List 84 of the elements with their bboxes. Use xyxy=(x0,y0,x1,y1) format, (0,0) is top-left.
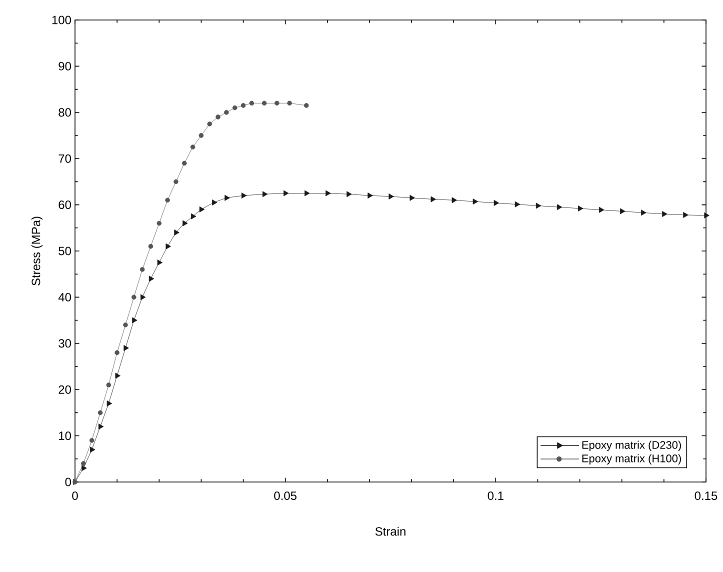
point xyxy=(304,190,310,196)
point xyxy=(249,100,254,106)
point xyxy=(199,206,205,212)
y-tick-label: 30 xyxy=(58,339,72,348)
point xyxy=(262,100,267,106)
point xyxy=(494,200,500,206)
point xyxy=(89,438,94,443)
x-tick-label: 0 xyxy=(72,492,78,500)
point xyxy=(346,191,352,198)
point xyxy=(224,194,230,201)
point xyxy=(165,198,170,203)
x-tick-label: 0.05 xyxy=(274,492,296,500)
x-axis-title: Strain xyxy=(375,526,406,536)
y-axis-title: Stress (MPa) xyxy=(31,216,43,286)
point xyxy=(224,110,229,115)
point xyxy=(578,206,584,212)
point xyxy=(115,372,120,379)
x-tick-label: 0.15 xyxy=(694,492,718,500)
point xyxy=(156,220,162,226)
point xyxy=(599,206,604,213)
y-tick-label: 20 xyxy=(58,385,72,394)
point xyxy=(212,200,218,206)
point xyxy=(106,382,112,388)
legend-label: Epoxy matrix (D230) xyxy=(582,440,681,452)
point xyxy=(132,294,136,300)
point xyxy=(132,317,138,324)
y-tick-label: 10 xyxy=(59,432,72,440)
point xyxy=(388,194,394,200)
y-tick-label: 100 xyxy=(52,16,72,24)
point xyxy=(232,105,238,110)
point xyxy=(641,210,646,216)
point xyxy=(90,446,96,453)
point xyxy=(514,201,520,208)
point xyxy=(198,133,204,138)
point xyxy=(662,211,668,217)
point xyxy=(106,400,112,406)
point xyxy=(174,179,178,184)
point xyxy=(98,410,103,416)
point xyxy=(452,197,457,204)
y-tick-label: 60 xyxy=(58,200,72,210)
point xyxy=(704,212,710,218)
y-tick-label: 40 xyxy=(58,292,72,302)
y-tick-label: 70 xyxy=(58,154,72,163)
point xyxy=(472,198,478,205)
point xyxy=(140,267,145,272)
point xyxy=(81,461,86,466)
point xyxy=(174,230,180,236)
point xyxy=(430,196,436,202)
point xyxy=(148,276,154,282)
point xyxy=(182,160,187,166)
y-tick-label: 90 xyxy=(58,62,72,70)
point xyxy=(190,144,196,150)
point xyxy=(190,213,196,220)
point xyxy=(207,122,212,126)
legend-label: Epoxy matrix (H100) xyxy=(582,454,681,464)
point xyxy=(114,350,120,356)
point xyxy=(683,212,688,218)
point xyxy=(536,202,542,209)
point xyxy=(326,190,331,196)
point xyxy=(140,294,146,300)
point xyxy=(274,100,280,106)
y-tick-label: 50 xyxy=(58,246,72,256)
y-tick-label: 0 xyxy=(65,478,72,486)
point xyxy=(262,191,268,198)
point xyxy=(410,194,415,201)
point xyxy=(166,243,171,250)
point xyxy=(82,465,87,472)
point xyxy=(182,220,188,226)
point xyxy=(556,204,562,210)
point xyxy=(241,192,247,199)
point xyxy=(304,103,309,108)
point xyxy=(98,424,104,430)
point xyxy=(284,190,289,196)
point xyxy=(123,322,128,328)
y-tick-label: 80 xyxy=(58,108,72,117)
point xyxy=(368,192,373,199)
point xyxy=(157,260,163,266)
point xyxy=(216,114,220,120)
point xyxy=(124,345,129,351)
x-tick-label: 0.1 xyxy=(488,492,504,500)
point xyxy=(148,244,154,249)
point xyxy=(240,103,246,108)
point xyxy=(620,208,626,214)
point xyxy=(287,100,292,106)
